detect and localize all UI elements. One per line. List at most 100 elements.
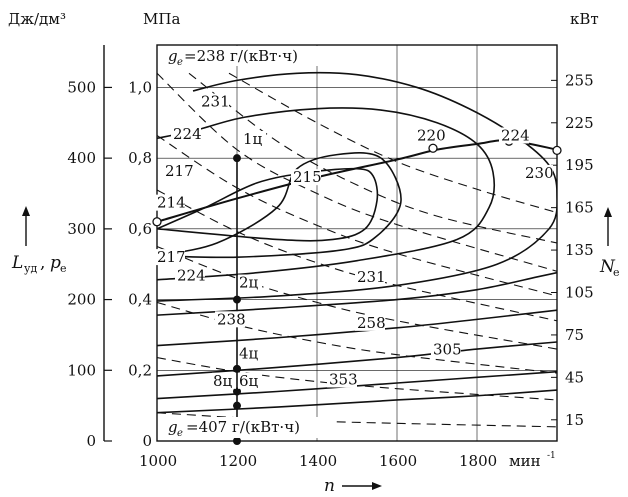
ge-contour	[157, 370, 557, 400]
ge-label: 217	[165, 162, 194, 180]
ge-label-bg	[499, 127, 529, 144]
cylinder-label: 2ц	[239, 274, 259, 292]
left-outer-tick-label: 100	[67, 361, 96, 379]
ge-label: 217	[157, 248, 186, 266]
cylinder-label: 6ц	[239, 372, 259, 390]
x-tick-label: 1000	[139, 452, 177, 470]
grid-layer	[156, 45, 557, 441]
ge-contour	[157, 152, 402, 259]
left-outer-tick-label: 0	[86, 432, 96, 450]
power-isoline	[157, 246, 557, 350]
left-inner-tick-label: 0,8	[128, 149, 152, 167]
ge-contour	[157, 167, 379, 242]
right-unit-label: кВт	[570, 10, 599, 28]
right-tick-label: 105	[565, 284, 594, 302]
svg-text:n: n	[324, 476, 335, 496]
ge-label: 224	[501, 126, 530, 144]
ge-label: 214	[157, 194, 186, 212]
x-tick-label: 1200	[219, 452, 257, 470]
ge-label-bg	[171, 126, 201, 143]
cylinder-label: 4ц	[239, 344, 259, 362]
ge-contour	[157, 341, 557, 377]
ge-contour	[157, 389, 557, 414]
svg-text:e: e	[60, 262, 67, 275]
cylinder-label-bg	[238, 345, 262, 362]
ge-contour	[157, 107, 495, 281]
bottom-ge-annotation: g e =407 г/(кВт·ч)	[165, 417, 335, 439]
right-tick-label: 165	[565, 199, 594, 217]
ge-label: 230	[525, 164, 554, 182]
cylinder-point	[233, 401, 241, 410]
left-outer-tick-label: 200	[67, 291, 96, 309]
ge-label-bg	[155, 249, 185, 266]
ge-label-bg	[327, 371, 357, 388]
cylinder-point	[233, 364, 241, 373]
ge-label: 231	[201, 93, 230, 111]
svg-text:g: g	[168, 418, 178, 436]
cylinder-point	[233, 387, 241, 396]
svg-text:L: L	[11, 253, 23, 273]
full-load-point	[552, 145, 562, 156]
svg-text:,: ,	[40, 253, 45, 273]
ge-label-bg	[163, 162, 193, 179]
cylinder-label-bg	[238, 274, 262, 291]
ge-label-bg	[155, 194, 185, 211]
power-isoline	[157, 357, 557, 401]
right-axis-name: N e	[599, 207, 620, 279]
svg-text:g: g	[168, 47, 178, 65]
full-load-point	[152, 217, 162, 227]
cylinder-label-bg	[212, 372, 236, 389]
ge-label-bg	[523, 164, 553, 181]
ge-label: 224	[177, 266, 206, 284]
svg-text:мин: мин	[509, 452, 541, 470]
ge-label-bg	[355, 314, 385, 331]
cylinder-label: 1ц	[243, 130, 263, 148]
ge-label-bg	[431, 341, 461, 358]
svg-text:уд: уд	[24, 262, 37, 275]
ge-label: 220	[417, 126, 446, 144]
x-tick-label: 1600	[379, 452, 417, 470]
ge-label-bg	[175, 267, 205, 284]
points-layer	[152, 136, 562, 445]
right-tick-label: 135	[565, 241, 594, 259]
x-tick-label: 1800	[459, 452, 497, 470]
ge-contour	[157, 309, 557, 347]
left-inner-tick-label: 0,6	[128, 220, 152, 238]
left-axis-name: L уд , p e	[11, 206, 67, 275]
power-isoline	[157, 189, 557, 322]
ge-label: 353	[329, 370, 358, 388]
left-inner-tick-label: 0	[142, 432, 152, 450]
svg-text:e: e	[613, 266, 620, 279]
svg-text:-1: -1	[547, 451, 556, 461]
cylinder-label-bg	[242, 131, 266, 147]
left-outer-tick-label: 400	[67, 149, 96, 167]
ge-label: 224	[173, 125, 202, 143]
x-axis-name: n	[324, 476, 382, 496]
svg-text:e: e	[177, 428, 183, 439]
full-load-point	[428, 143, 438, 153]
cylinder-label: 8ц	[213, 372, 233, 390]
power-isoline	[157, 72, 557, 272]
right-tick-label: 45	[565, 368, 584, 386]
power-isoline	[228, 72, 557, 214]
ge-label-bg	[415, 127, 445, 144]
cylinder-point	[233, 437, 241, 445]
left-unit-label: Дж/дм³	[8, 10, 66, 28]
left-inner-tick-label: 0,2	[128, 361, 152, 379]
left-inner-unit-label: МПа	[143, 10, 180, 28]
svg-text:=238 г/(кВт·ч): =238 г/(кВт·ч)	[184, 47, 298, 65]
left-inner-tick-label: 1,0	[128, 78, 152, 96]
ge-label: 231	[357, 268, 386, 286]
ge-contour	[157, 271, 557, 316]
left-outer-tick-label: 500	[67, 78, 96, 96]
left-outer-tick-label: 300	[67, 220, 96, 238]
ge-label-bg	[291, 169, 321, 186]
x-unit-label: мин -1	[509, 451, 556, 470]
right-tick-label: 15	[565, 411, 584, 429]
cylinder-point	[233, 154, 241, 163]
left-inner-tick-label: 0,4	[128, 291, 152, 309]
ge-label-bg	[215, 311, 245, 328]
ge-label: 258	[357, 314, 386, 332]
